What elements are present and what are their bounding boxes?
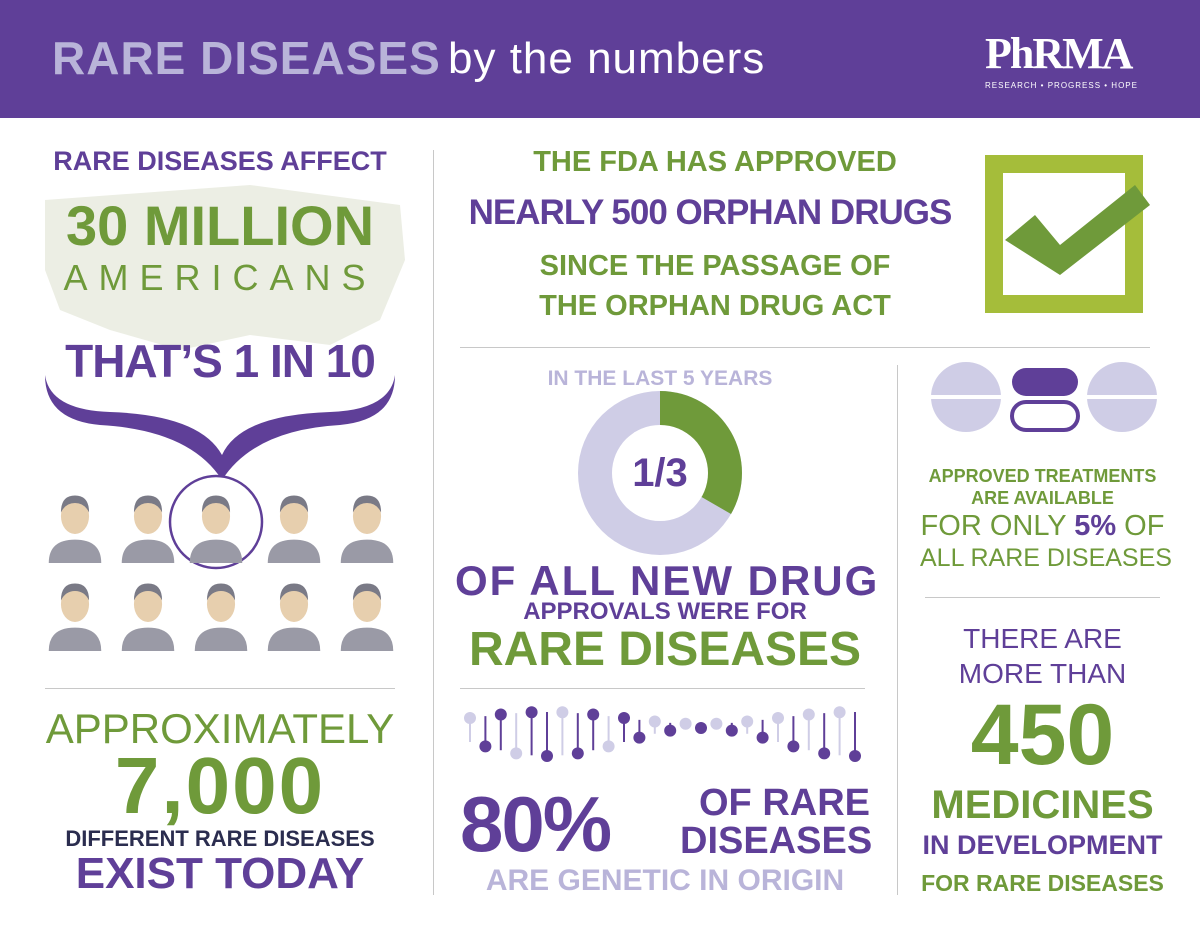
dna-dot	[587, 708, 600, 721]
divider	[460, 347, 1150, 348]
medicines-line1: THERE ARE	[963, 623, 1122, 654]
dna-dot	[756, 731, 769, 744]
people	[48, 495, 394, 651]
capsule	[1012, 368, 1078, 396]
treatments-line3c: OF	[1124, 510, 1165, 542]
person	[48, 495, 102, 563]
dna-dot	[695, 722, 707, 734]
medicines-line4: MEDICINES	[931, 783, 1154, 827]
diseases-line3: DIFFERENT RARE DISEASES	[65, 826, 375, 851]
person	[121, 495, 175, 563]
logo-tagline: RESEARCH • PROGRESS • HOPE	[985, 81, 1138, 90]
medicines-line2: MORE THAN	[958, 658, 1127, 689]
fda-line2: NEARLY 500 ORPHAN DRUGS	[468, 193, 953, 232]
title-rest: by the numbers	[448, 34, 766, 83]
dna-dot	[772, 712, 784, 724]
treatments-line3a: FOR ONLY	[920, 510, 1067, 542]
affect-line2: 30 MILLION	[65, 194, 375, 257]
brace	[45, 375, 395, 480]
header-band	[0, 0, 1200, 118]
person	[121, 583, 175, 651]
dna-dot	[571, 747, 584, 760]
donut-hole	[612, 425, 708, 521]
dna-dot	[479, 740, 492, 753]
approvals-line2: OF ALL NEW DRUG	[455, 557, 880, 604]
genetic-line3: ARE GENETIC IN ORIGIN	[485, 864, 845, 897]
dna-dot	[464, 712, 476, 724]
divider	[460, 688, 865, 689]
diseases-line2: 7,000	[114, 741, 326, 830]
dna-dot	[818, 747, 831, 760]
person	[194, 583, 248, 651]
dna-dot	[602, 740, 615, 753]
person	[340, 583, 394, 651]
dna-dot	[494, 708, 507, 721]
approvals-line3: APPROVALS WERE FOR	[523, 598, 807, 625]
dna-dot	[525, 706, 538, 719]
treatments-line2: ARE AVAILABLE	[971, 488, 1114, 508]
divider	[433, 150, 434, 895]
dna-dot	[725, 724, 738, 737]
diseases-line4: EXIST TODAY	[75, 849, 365, 898]
dna-dot	[849, 750, 861, 762]
dna-dot	[664, 724, 677, 737]
fda-line1: THE FDA HAS APPROVED	[533, 146, 897, 178]
dna-dot	[802, 708, 815, 721]
dna-dot	[741, 715, 754, 728]
treatments-line4: ALL RARE DISEASES	[920, 544, 1172, 572]
person	[48, 583, 102, 651]
dna	[464, 706, 861, 762]
dna-dot	[510, 747, 523, 760]
affect-line1: RARE DISEASES AFFECT	[53, 146, 387, 176]
dna-dot	[787, 740, 800, 753]
dna-dot	[556, 706, 569, 719]
diseases-line1: APPROXIMATELY	[45, 705, 395, 752]
genetic-percent: 80%	[460, 780, 612, 868]
approvals-line1: IN THE LAST 5 YEARS	[547, 367, 773, 390]
approvals-line4: RARE DISEASES	[468, 623, 862, 676]
person	[267, 495, 321, 563]
fda-line4: THE ORPHAN DRUG ACT	[539, 290, 891, 322]
dna-dot	[618, 712, 630, 724]
divider	[897, 365, 898, 895]
medicines-line6: FOR RARE DISEASES	[921, 870, 1164, 896]
genetic-line2: DISEASES	[680, 820, 873, 862]
logo: PhRMA	[985, 29, 1133, 78]
dna-dot	[833, 706, 846, 719]
divider	[925, 597, 1160, 598]
medicines-line5: IN DEVELOPMENT	[922, 830, 1163, 860]
affect-line3: AMERICANS	[63, 257, 377, 298]
dna-dot	[648, 715, 661, 728]
affect-line4: THAT’S 1 IN 10	[65, 335, 376, 387]
check-mark	[1005, 185, 1150, 275]
fda-line3: SINCE THE PASSAGE OF	[539, 250, 891, 282]
genetic-line1: OF RARE	[699, 782, 870, 824]
dna-dot	[633, 731, 646, 744]
us-map	[45, 185, 405, 350]
treatments-line3: FOR ONLY 5% OF	[920, 512, 1165, 541]
person	[267, 583, 321, 651]
dna-dot	[710, 717, 723, 730]
approvals-fraction: 1/3	[632, 451, 688, 495]
dna-dot	[679, 717, 692, 730]
treatments-line3b: 5%	[1074, 510, 1117, 542]
divider	[45, 688, 395, 689]
treatments-line1: APPROVED TREATMENTS	[928, 466, 1157, 486]
medicines-line3: 450	[970, 687, 1115, 783]
capsule	[1010, 400, 1080, 432]
title-bold: RARE DISEASES	[52, 32, 441, 84]
dna-dot	[541, 750, 553, 762]
person	[340, 495, 394, 563]
